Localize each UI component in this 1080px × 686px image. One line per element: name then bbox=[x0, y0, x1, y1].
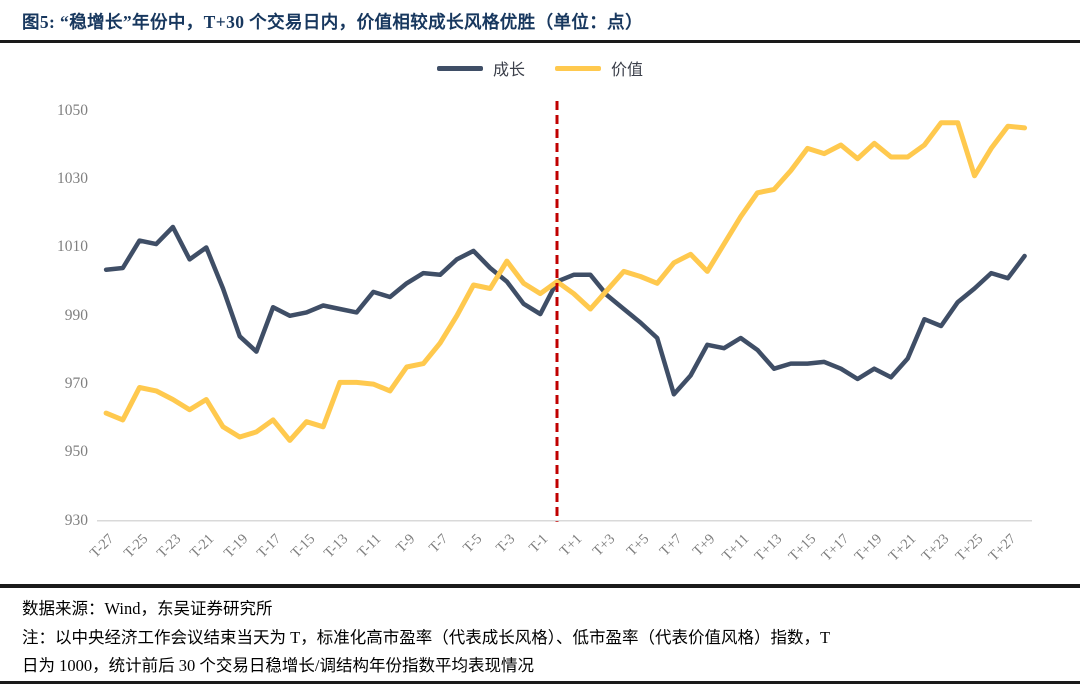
footnote-line-2: 日为 1000，统计前后 30 个交易日稳增长/调结构年份指数平均表现情况 bbox=[22, 656, 534, 675]
value-line-swatch-icon bbox=[555, 65, 601, 71]
data-source-text: 数据来源：Wind，东吴证券研究所 bbox=[22, 599, 273, 618]
legend-item-value: 价值 bbox=[555, 56, 643, 80]
title-divider-line bbox=[0, 40, 1080, 43]
y-axis-tick-label: 950 bbox=[64, 443, 88, 461]
chart-legend: 成长 价值 bbox=[0, 56, 1080, 80]
legend-label-value: 价值 bbox=[611, 62, 644, 79]
legend-item-growth: 成长 bbox=[436, 56, 525, 80]
y-axis-tick-label: 1030 bbox=[57, 170, 88, 188]
footer-divider-line bbox=[0, 584, 1080, 588]
y-axis-tick-label: 930 bbox=[64, 511, 88, 529]
y-axis-tick-label: 970 bbox=[64, 375, 88, 393]
y-axis-tick-label: 990 bbox=[64, 306, 88, 324]
growth-series-line bbox=[103, 224, 1027, 397]
growth-line-swatch-icon bbox=[436, 65, 483, 71]
y-axis-tick-label: 1010 bbox=[57, 238, 88, 256]
figure-title: 图5: “稳增长”年份中，T+30 个交易日内，价值相较成长风格优胜（单位：点） bbox=[22, 12, 643, 32]
y-axis-tick-label: 1050 bbox=[57, 101, 88, 119]
footnote-line-1: 注：以中央经济工作会议结束当天为 T，标准化高市盈率（代表成长风格）、低市盈率（… bbox=[22, 628, 831, 647]
legend-label-growth: 成长 bbox=[492, 62, 525, 79]
value-series-line bbox=[103, 120, 1028, 443]
page-bottom-line bbox=[0, 681, 1080, 684]
